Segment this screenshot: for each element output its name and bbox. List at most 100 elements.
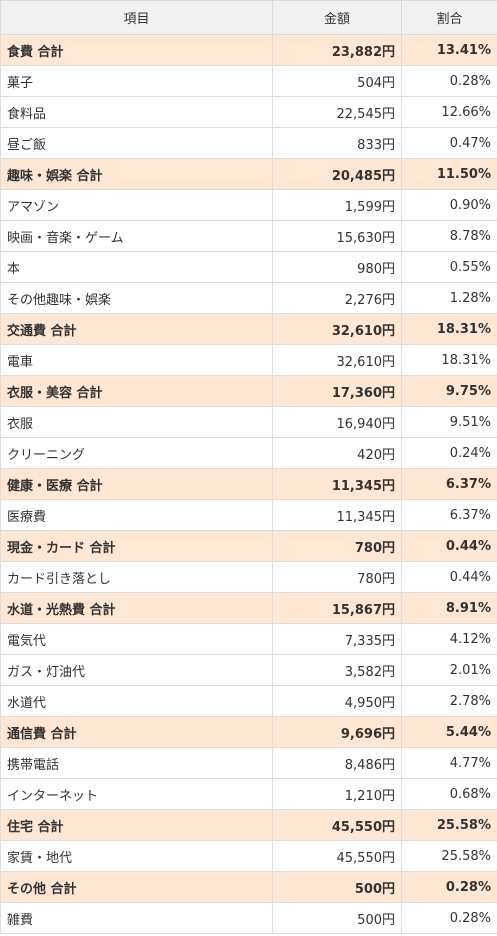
row-amount: 7,335円 bbox=[272, 623, 402, 655]
row-ratio: 18.31% bbox=[401, 313, 497, 345]
row-label: その他趣味・娯楽 bbox=[0, 282, 273, 314]
item-row: クリーニング 420円 0.24% bbox=[0, 437, 497, 469]
item-row: 雑費 500円 0.28% bbox=[0, 902, 497, 934]
row-ratio: 5.44% bbox=[401, 716, 497, 748]
header-row: 項目 金額 割合 bbox=[0, 0, 497, 35]
row-ratio: 8.78% bbox=[401, 220, 497, 252]
row-amount: 420円 bbox=[272, 437, 402, 469]
row-ratio: 6.37% bbox=[401, 499, 497, 531]
row-label: アマゾン bbox=[0, 189, 273, 221]
row-label: その他 合計 bbox=[0, 871, 273, 903]
row-ratio: 0.28% bbox=[401, 902, 497, 934]
item-row: カード引き落とし 780円 0.44% bbox=[0, 561, 497, 593]
row-ratio: 6.37% bbox=[401, 468, 497, 500]
row-label: 菓子 bbox=[0, 65, 273, 97]
item-row: 携帯電話 8,486円 4.77% bbox=[0, 747, 497, 779]
row-ratio: 0.28% bbox=[401, 65, 497, 97]
row-amount: 11,345円 bbox=[272, 499, 402, 531]
row-label: インターネット bbox=[0, 778, 273, 810]
row-label: 趣味・娯楽 合計 bbox=[0, 158, 273, 190]
row-amount: 22,545円 bbox=[272, 96, 402, 128]
row-label: 現金・カード 合計 bbox=[0, 530, 273, 562]
row-ratio: 9.75% bbox=[401, 375, 497, 407]
row-ratio: 0.44% bbox=[401, 530, 497, 562]
category-total-row: その他 合計 500円 0.28% bbox=[0, 871, 497, 903]
category-total-row: 住宅 合計 45,550円 25.58% bbox=[0, 809, 497, 841]
row-label: 水道・光熱費 合計 bbox=[0, 592, 273, 624]
row-amount: 15,630円 bbox=[272, 220, 402, 252]
row-amount: 11,345円 bbox=[272, 468, 402, 500]
item-row: 菓子 504円 0.28% bbox=[0, 65, 497, 97]
row-ratio: 4.12% bbox=[401, 623, 497, 655]
row-label: 家賃・地代 bbox=[0, 840, 273, 872]
row-label: カード引き落とし bbox=[0, 561, 273, 593]
row-amount: 500円 bbox=[272, 871, 402, 903]
category-total-row: 通信費 合計 9,696円 5.44% bbox=[0, 716, 497, 748]
row-amount: 2,276円 bbox=[272, 282, 402, 314]
item-row: インターネット 1,210円 0.68% bbox=[0, 778, 497, 810]
row-label: 電車 bbox=[0, 344, 273, 376]
row-ratio: 2.78% bbox=[401, 685, 497, 717]
row-amount: 45,550円 bbox=[272, 809, 402, 841]
row-amount: 9,696円 bbox=[272, 716, 402, 748]
row-ratio: 4.77% bbox=[401, 747, 497, 779]
row-ratio: 0.55% bbox=[401, 251, 497, 283]
row-ratio: 0.47% bbox=[401, 127, 497, 159]
item-row: 家賃・地代 45,550円 25.58% bbox=[0, 840, 497, 872]
row-ratio: 25.58% bbox=[401, 840, 497, 872]
row-amount: 780円 bbox=[272, 530, 402, 562]
row-amount: 780円 bbox=[272, 561, 402, 593]
row-label: 健康・医療 合計 bbox=[0, 468, 273, 500]
row-label: 医療費 bbox=[0, 499, 273, 531]
header-ratio: 割合 bbox=[401, 0, 497, 35]
row-amount: 500円 bbox=[272, 902, 402, 934]
row-ratio: 0.90% bbox=[401, 189, 497, 221]
row-ratio: 1.28% bbox=[401, 282, 497, 314]
row-label: 衣服 bbox=[0, 406, 273, 438]
row-ratio: 0.24% bbox=[401, 437, 497, 469]
item-row: ガス・灯油代 3,582円 2.01% bbox=[0, 654, 497, 686]
row-amount: 23,882円 bbox=[272, 34, 402, 66]
row-amount: 3,582円 bbox=[272, 654, 402, 686]
row-amount: 980円 bbox=[272, 251, 402, 283]
row-amount: 1,210円 bbox=[272, 778, 402, 810]
row-ratio: 2.01% bbox=[401, 654, 497, 686]
row-amount: 20,485円 bbox=[272, 158, 402, 190]
row-label: 交通費 合計 bbox=[0, 313, 273, 345]
item-row: 昼ご飯 833円 0.47% bbox=[0, 127, 497, 159]
row-label: 本 bbox=[0, 251, 273, 283]
item-row: 衣服 16,940円 9.51% bbox=[0, 406, 497, 438]
item-row: 食料品 22,545円 12.66% bbox=[0, 96, 497, 128]
row-ratio: 25.58% bbox=[401, 809, 497, 841]
row-ratio: 12.66% bbox=[401, 96, 497, 128]
row-label: 携帯電話 bbox=[0, 747, 273, 779]
item-row: 本 980円 0.55% bbox=[0, 251, 497, 283]
row-label: 食費 合計 bbox=[0, 34, 273, 66]
row-amount: 15,867円 bbox=[272, 592, 402, 624]
row-ratio: 11.50% bbox=[401, 158, 497, 190]
category-total-row: 趣味・娯楽 合計 20,485円 11.50% bbox=[0, 158, 497, 190]
row-ratio: 13.41% bbox=[401, 34, 497, 66]
row-label: 昼ご飯 bbox=[0, 127, 273, 159]
row-label: ガス・灯油代 bbox=[0, 654, 273, 686]
category-total-row: 交通費 合計 32,610円 18.31% bbox=[0, 313, 497, 345]
header-item: 項目 bbox=[0, 0, 273, 35]
row-ratio: 18.31% bbox=[401, 344, 497, 376]
row-label: 水道代 bbox=[0, 685, 273, 717]
row-amount: 8,486円 bbox=[272, 747, 402, 779]
item-row: アマゾン 1,599円 0.90% bbox=[0, 189, 497, 221]
row-ratio: 8.91% bbox=[401, 592, 497, 624]
row-label: 通信費 合計 bbox=[0, 716, 273, 748]
category-total-row: 健康・医療 合計 11,345円 6.37% bbox=[0, 468, 497, 500]
table-header: 項目 金額 割合 bbox=[0, 0, 497, 35]
category-total-row: 衣服・美容 合計 17,360円 9.75% bbox=[0, 375, 497, 407]
row-label: 食料品 bbox=[0, 96, 273, 128]
item-row: 映画・音楽・ゲーム 15,630円 8.78% bbox=[0, 220, 497, 252]
row-label: クリーニング bbox=[0, 437, 273, 469]
row-amount: 504円 bbox=[272, 65, 402, 97]
category-total-row: 食費 合計 23,882円 13.41% bbox=[0, 34, 497, 66]
row-label: 電気代 bbox=[0, 623, 273, 655]
row-amount: 4,950円 bbox=[272, 685, 402, 717]
item-row: 電車 32,610円 18.31% bbox=[0, 344, 497, 376]
